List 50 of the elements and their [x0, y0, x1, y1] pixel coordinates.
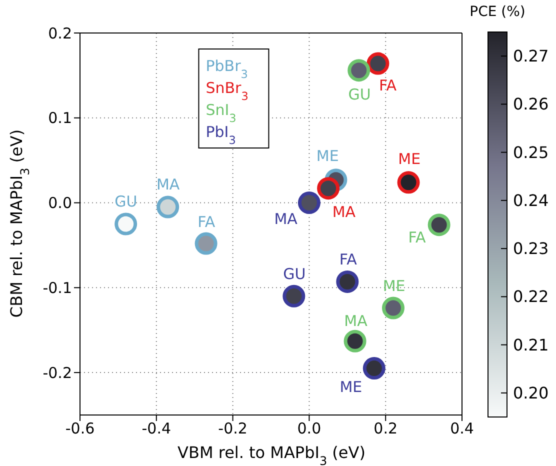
- annotation: ME: [316, 147, 339, 166]
- point: [194, 232, 218, 255]
- text: SnI$_{3}$: [206, 101, 236, 124]
- color-bar-label: 0.25: [513, 142, 549, 162]
- annotation: FA: [339, 250, 358, 268]
- point: [114, 212, 138, 236]
- text: PbI$_{3}$: [206, 123, 236, 146]
- point: [366, 52, 390, 75]
- annotation: FA: [198, 213, 216, 232]
- color-bar-label: 0.21: [513, 335, 549, 354]
- color-bar-label: 0.27: [513, 46, 549, 66]
- annotation: MA: [332, 202, 356, 221]
- y-tick-label: 0.1: [48, 109, 72, 128]
- color-bar-label: 0.22: [513, 287, 549, 306]
- x-tick-label: -0.4: [142, 420, 172, 438]
- y-tick-label: 0.0: [48, 194, 72, 212]
- point: [348, 59, 370, 82]
- color-bar-label: 0.23: [513, 239, 549, 258]
- text: SnBr$_{3}$: [206, 79, 248, 102]
- x-tick-label: 0.4: [450, 420, 474, 438]
- x-tick-label: 0.0: [297, 420, 322, 438]
- point: [336, 270, 359, 293]
- annotation: MA: [344, 312, 368, 330]
- y-tick-label: -0.1: [42, 278, 72, 297]
- annotation: MA: [274, 210, 298, 228]
- annotation: GU: [348, 85, 371, 104]
- text: PbBr$_{3}$: [206, 57, 248, 80]
- color-bar-label: 0.20: [513, 383, 549, 402]
- point: [382, 296, 404, 320]
- point: [156, 196, 180, 218]
- y-tick-label: -0.2: [42, 364, 72, 382]
- annotation: ME: [340, 378, 362, 396]
- x-axis-title: VBM rel. to MAPbI$_{3}$ (eV): [178, 443, 366, 466]
- x-tick-label: 0.2: [374, 420, 398, 438]
- annotation: GU: [283, 264, 306, 283]
- annotation: ME: [382, 276, 406, 295]
- color-bar-title: PCE (%): [470, 4, 526, 20]
- point: [362, 357, 386, 380]
- annotation: GU: [114, 192, 138, 210]
- x-tick-label: -0.2: [218, 420, 248, 438]
- point: [317, 177, 340, 200]
- y-tick-label: 0.2: [48, 24, 72, 42]
- annotation: FA: [408, 228, 427, 246]
- color-bar-label: 0.24: [513, 190, 549, 210]
- annotation: ME: [398, 150, 421, 168]
- color-bar-label: 0.26: [513, 94, 549, 114]
- annotation: MA: [156, 175, 180, 194]
- annotation: FA: [378, 76, 398, 95]
- x-tick-label: -0.6: [65, 420, 95, 438]
- point: [397, 171, 420, 194]
